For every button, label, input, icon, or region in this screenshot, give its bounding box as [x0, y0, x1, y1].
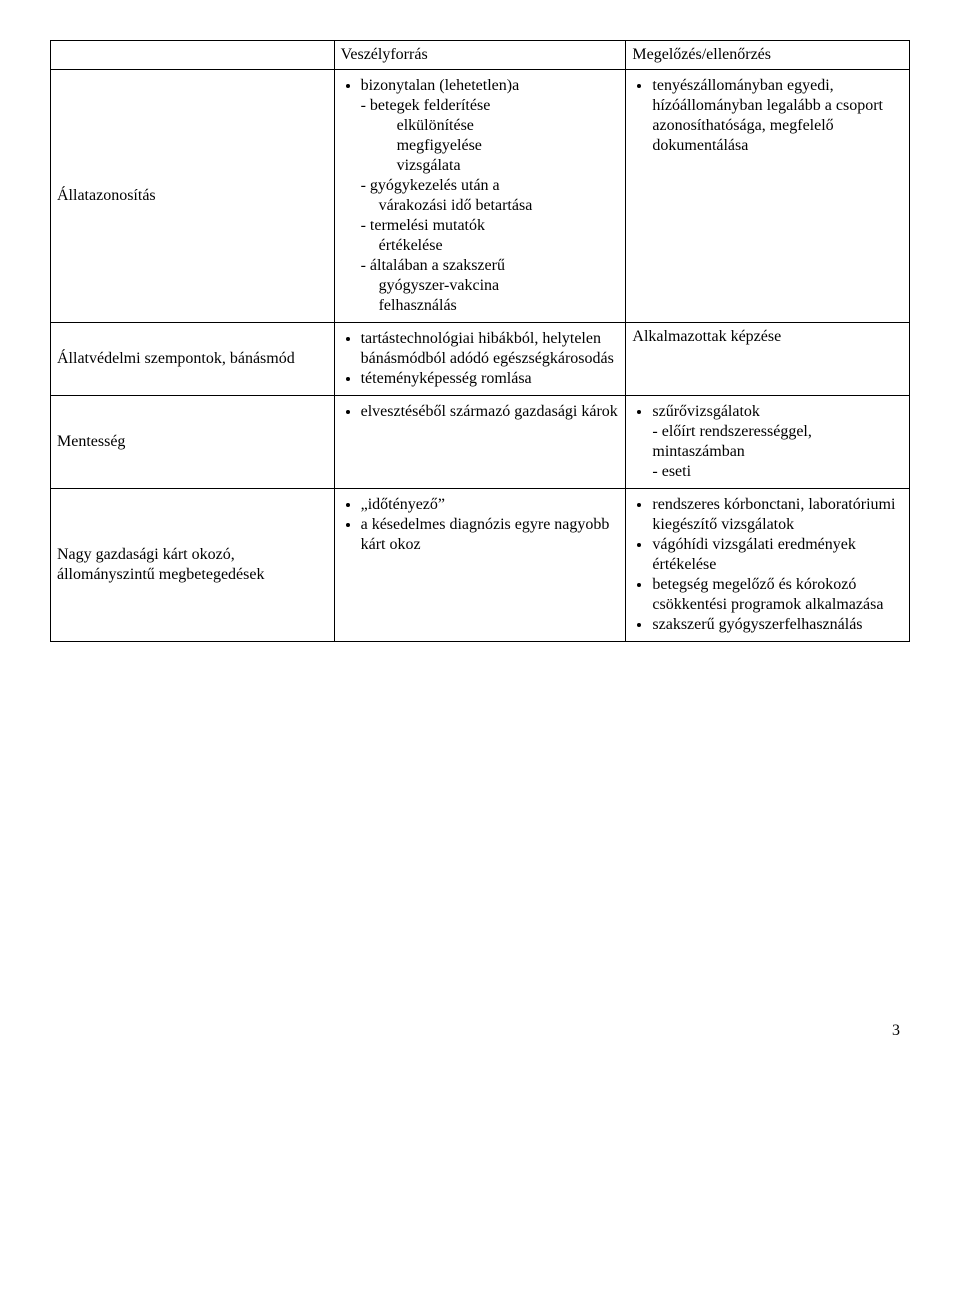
sub-line: felhasználás: [379, 296, 620, 316]
bullet-item: elvesztéséből származó gazdasági károk: [361, 402, 620, 422]
bullet-item: bizonytalan (lehetetlen)a - betegek feld…: [361, 76, 620, 316]
sub-line: - általában a szakszerű: [361, 257, 505, 274]
sub-line: - termelési mutatók: [361, 217, 485, 234]
sub-line: - eseti: [652, 463, 691, 480]
row-prevention: tenyészállományban egyedi, hízóállományb…: [626, 70, 910, 323]
row-hazard: elvesztéséből származó gazdasági károk: [334, 396, 626, 489]
row-prevention: szűrővizsgálatok - előírt rendszerességg…: [626, 396, 910, 489]
row-label-text: Állatazonosítás: [57, 187, 156, 204]
sub-line: gyógyszer-vakcina: [379, 276, 620, 296]
sub-line: elkülönítése: [397, 116, 620, 136]
bullet-text: tartástechnológiai hibákból, helytelen b…: [361, 330, 614, 367]
sub-line: - gyógykezelés után a: [361, 177, 500, 194]
sub-line: vizsgálata: [397, 156, 620, 176]
prevention-text: Alkalmazottak képzése: [632, 328, 781, 345]
row-hazard: tartástechnológiai hibákból, helytelen b…: [334, 323, 626, 396]
row-hazard: „időtényező” a késedelmes diagnózis egyr…: [334, 489, 626, 642]
row-label-text: Állatvédelmi szempontok, bánásmód: [57, 350, 295, 367]
bullet-item: vágóhídi vizsgálati eredmények értékelés…: [652, 535, 903, 575]
bullet-text: elvesztéséből származó gazdasági károk: [361, 403, 618, 420]
bullet-text: vágóhídi vizsgálati eredmények értékelés…: [652, 536, 855, 573]
sub-line: - előírt rendszerességgel,: [652, 423, 811, 440]
bullet-text: szakszerű gyógyszerfelhasználás: [652, 616, 862, 633]
header-empty: [51, 41, 335, 70]
sub-line: értékelése: [379, 236, 620, 256]
bullet-item: tenyészállományban egyedi, hízóállományb…: [652, 76, 903, 156]
table-row: Nagy gazdasági kárt okozó, állományszint…: [51, 489, 910, 642]
bullet-text: bizonytalan (lehetetlen)a: [361, 77, 520, 94]
header-prevention: Megelőzés/ellenőrzés: [626, 41, 910, 70]
row-label-text: Nagy gazdasági kárt okozó, állományszint…: [57, 546, 264, 583]
bullet-text: „időtényező”: [361, 496, 445, 513]
bullet-item: téteményképesség romlása: [361, 369, 620, 389]
sub-line: megfigyelése: [397, 136, 620, 156]
row-hazard: bizonytalan (lehetetlen)a - betegek feld…: [334, 70, 626, 323]
bullet-item: rendszeres kórbonctani, laboratóriumi ki…: [652, 495, 903, 535]
row-prevention: rendszeres kórbonctani, laboratóriumi ki…: [626, 489, 910, 642]
risk-table: Veszélyforrás Megelőzés/ellenőrzés Állat…: [50, 40, 910, 642]
header-hazard: Veszélyforrás: [334, 41, 626, 70]
row-label: Állatazonosítás: [51, 70, 335, 323]
row-label: Mentesség: [51, 396, 335, 489]
bullet-item: szakszerű gyógyszerfelhasználás: [652, 615, 903, 635]
bullet-item: szűrővizsgálatok - előírt rendszerességg…: [652, 402, 903, 482]
bullet-text: tenyészállományban egyedi, hízóállományb…: [652, 77, 883, 154]
page-number: 3: [50, 1022, 910, 1040]
table-header-row: Veszélyforrás Megelőzés/ellenőrzés: [51, 41, 910, 70]
bullet-text: a késedelmes diagnózis egyre nagyobb kár…: [361, 516, 610, 553]
row-prevention: Alkalmazottak képzése: [626, 323, 910, 396]
table-row: Mentesség elvesztéséből származó gazdasá…: [51, 396, 910, 489]
row-label: Állatvédelmi szempontok, bánásmód: [51, 323, 335, 396]
row-label: Nagy gazdasági kárt okozó, állományszint…: [51, 489, 335, 642]
bullet-item: betegség megelőző és kórokozó csökkentés…: [652, 575, 903, 615]
bullet-text: betegség megelőző és kórokozó csökkentés…: [652, 576, 883, 613]
sub-line: mintaszámban: [652, 443, 744, 460]
sub-line: várakozási idő betartása: [379, 196, 620, 216]
bullet-item: tartástechnológiai hibákból, helytelen b…: [361, 329, 620, 369]
table-row: Állatazonosítás bizonytalan (lehetetlen)…: [51, 70, 910, 323]
table-row: Állatvédelmi szempontok, bánásmód tartás…: [51, 323, 910, 396]
bullet-text: szűrővizsgálatok: [652, 403, 760, 420]
sub-line: - betegek felderítése: [361, 97, 491, 114]
bullet-item: a késedelmes diagnózis egyre nagyobb kár…: [361, 515, 620, 555]
bullet-text: téteményképesség romlása: [361, 370, 532, 387]
bullet-item: „időtényező”: [361, 495, 620, 515]
bullet-text: rendszeres kórbonctani, laboratóriumi ki…: [652, 496, 895, 533]
row-label-text: Mentesség: [57, 433, 125, 450]
